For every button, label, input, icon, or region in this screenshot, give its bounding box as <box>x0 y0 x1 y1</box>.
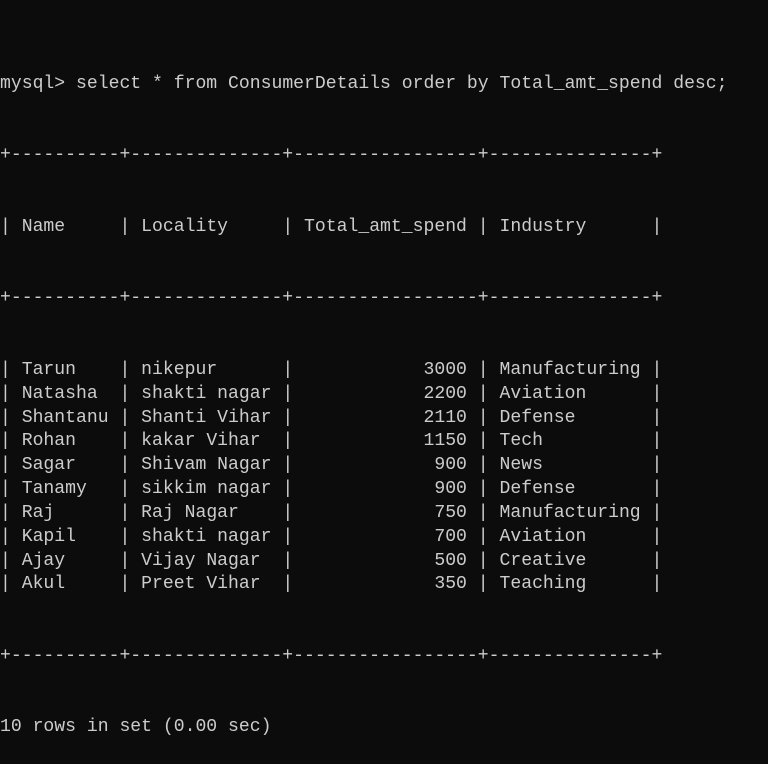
cell-total: 900 <box>304 479 467 500</box>
cell-total: 1150 <box>304 431 467 452</box>
cell-name: Rohan <box>21 431 109 452</box>
cell-industry: Aviation <box>499 526 641 547</box>
table-border-header: +----------+--------------+-------------… <box>0 288 663 309</box>
table-row: | Akul | Preet Vihar | 350 | Teaching | <box>0 574 663 595</box>
cell-industry: Defense <box>499 479 641 500</box>
cell-locality: nikepur <box>141 359 272 380</box>
cell-industry: Industry <box>499 216 641 237</box>
cell-locality: kakar Vihar <box>141 431 272 452</box>
cell-name: Tanamy <box>21 479 109 500</box>
table-row: | Natasha | shakti nagar | 2200 | Aviati… <box>0 383 663 404</box>
cell-total: 2200 <box>304 383 467 404</box>
mysql-prompt: mysql> <box>0 73 77 94</box>
terminal-window[interactable]: mysql> select * from ConsumerDetails ord… <box>0 25 768 764</box>
table-border-bottom: +----------+--------------+-------------… <box>0 645 663 666</box>
cell-locality: sikkim nagar <box>141 479 272 500</box>
cell-industry: Teaching <box>499 574 641 595</box>
cell-total: 750 <box>304 502 467 523</box>
cell-name: Akul <box>21 574 109 595</box>
cell-name: Ajay <box>21 550 109 571</box>
cell-industry: Manufacturing <box>499 359 641 380</box>
cell-locality: shakti nagar <box>141 526 272 547</box>
cell-locality: Raj Nagar <box>141 502 272 523</box>
cell-name: Raj <box>21 502 109 523</box>
cell-industry: Aviation <box>499 383 641 404</box>
cell-locality: Shivam Nagar <box>141 455 272 476</box>
cell-locality: shakti nagar <box>141 383 272 404</box>
cell-total: 700 <box>304 526 467 547</box>
cell-name: Sagar <box>21 455 109 476</box>
cell-total: 3000 <box>304 359 467 380</box>
table-row: | Ajay | Vijay Nagar | 500 | Creative | <box>0 550 663 571</box>
table-row: | Tanamy | sikkim nagar | 900 | Defense … <box>0 479 663 500</box>
table-header-row: | Name | Locality | Total_amt_spend | In… <box>0 216 663 237</box>
cell-name: Natasha <box>21 383 109 404</box>
cell-total: 350 <box>304 574 467 595</box>
cell-name: Name <box>21 216 109 237</box>
table-row: | Rohan | kakar Vihar | 1150 | Tech | <box>0 431 663 452</box>
cell-locality: Preet Vihar <box>141 574 272 595</box>
command-line: mysql> select * from ConsumerDetails ord… <box>0 73 768 97</box>
sql-command: select * from ConsumerDetails order by T… <box>76 73 728 94</box>
result-summary: 10 rows in set (0.00 sec) <box>0 717 272 738</box>
cell-industry: Defense <box>499 407 641 428</box>
cell-total: Total_amt_spend <box>304 216 467 237</box>
cell-industry: Manufacturing <box>499 502 641 523</box>
cell-name: Kapil <box>21 526 109 547</box>
cell-locality: Locality <box>141 216 272 237</box>
cell-total: 2110 <box>304 407 467 428</box>
cell-industry: Creative <box>499 550 641 571</box>
table-border-top: +----------+--------------+-------------… <box>0 145 663 166</box>
cell-name: Shantanu <box>21 407 109 428</box>
table-row: | Tarun | nikepur | 3000 | Manufacturing… <box>0 359 663 380</box>
cell-total: 500 <box>304 550 467 571</box>
cell-name: Tarun <box>21 359 109 380</box>
table-body: | Tarun | nikepur | 3000 | Manufacturing… <box>0 359 768 597</box>
cell-industry: Tech <box>499 431 641 452</box>
table-row: | Shantanu | Shanti Vihar | 2110 | Defen… <box>0 407 663 428</box>
table-row: | Kapil | shakti nagar | 700 | Aviation … <box>0 526 663 547</box>
table-row: | Sagar | Shivam Nagar | 900 | News | <box>0 455 663 476</box>
cell-industry: News <box>499 455 641 476</box>
cell-locality: Vijay Nagar <box>141 550 272 571</box>
cell-locality: Shanti Vihar <box>141 407 272 428</box>
cell-total: 900 <box>304 455 467 476</box>
table-row: | Raj | Raj Nagar | 750 | Manufacturing … <box>0 502 663 523</box>
